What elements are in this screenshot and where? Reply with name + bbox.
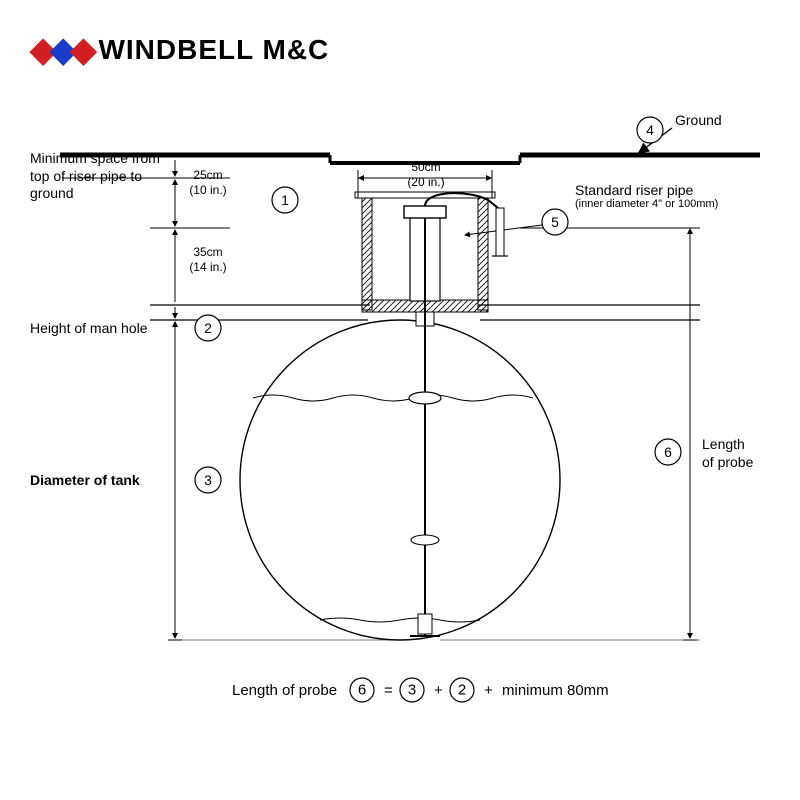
label-ground: Ground	[675, 112, 722, 130]
svg-text:+: +	[484, 682, 493, 699]
bubble-5: 5	[551, 214, 559, 230]
formula-prefix: Length of probe	[232, 682, 337, 699]
svg-text:3: 3	[408, 682, 416, 699]
formula-suffix: minimum 80mm	[502, 682, 609, 699]
svg-text:6: 6	[358, 682, 366, 699]
label-probe-len: Lengthof probe	[702, 436, 772, 471]
diagram-container: ◆◆◆ WINDBELL M&C	[0, 0, 800, 800]
bubble-1: 1	[281, 192, 289, 208]
svg-text:2: 2	[458, 682, 466, 699]
svg-text:+: +	[434, 682, 443, 699]
label-dim-35: 35cm(14 in.)	[183, 245, 233, 275]
bubble-6: 6	[664, 444, 672, 460]
bubble-2: 2	[204, 320, 212, 336]
label-riser: Standard riser pipe	[575, 182, 693, 200]
label-min-space: Minimum space fromtop of riser pipe togr…	[30, 150, 180, 203]
label-riser-sub: (inner diameter 4" or 100mm)	[575, 198, 718, 212]
label-manhole-h: Height of man hole	[30, 320, 148, 338]
bubble-4: 4	[646, 122, 654, 138]
label-dim-50: 50cm(20 in.)	[398, 160, 454, 190]
label-tank-d: Diameter of tank	[30, 472, 140, 490]
bubble-3: 3	[204, 472, 212, 488]
label-dim-25: 25cm(10 in.)	[183, 168, 233, 198]
svg-text:=: =	[384, 682, 393, 699]
